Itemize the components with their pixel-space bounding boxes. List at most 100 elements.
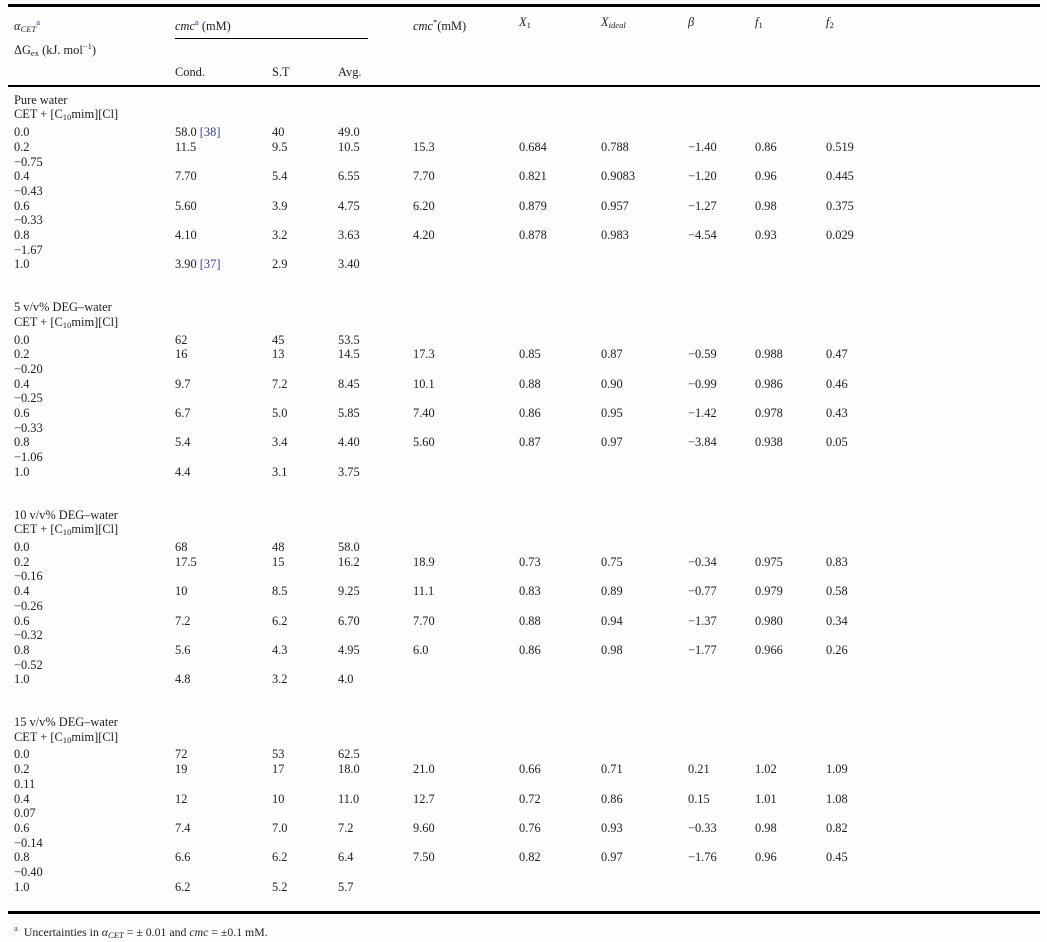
cell-f2: 1.08 <box>826 791 848 806</box>
cell-cond: 6.6 <box>175 850 191 865</box>
table-row: 0.2 19 17 18.0 21.0 0.66 0.71 0.21 1.02 1.09 0.11 <box>8 762 1040 791</box>
cell-spacer <box>928 762 1040 777</box>
col-header-alpha-cet: αCETa <box>14 17 41 34</box>
cell-x1: 0.83 <box>519 584 541 599</box>
cell-dg: −1.67 <box>14 242 43 257</box>
cell-alpha: 0.2 <box>14 762 30 777</box>
cell-f1 <box>755 880 826 895</box>
section-system: CET + [C10mim][Cl] <box>14 729 119 745</box>
cell-alpha: 0.2 <box>14 347 30 362</box>
cell-spacer <box>928 643 1040 658</box>
cell-x_ideal: 0.89 <box>601 584 623 599</box>
table-row: 0.6 5.60 3.9 4.75 6.20 0.879 0.957 −1.27 0.98 0.3… <box>8 199 1040 228</box>
system-subscript: 10 <box>62 112 72 123</box>
table-section: 15 v/v% DEG–water CET + [C10mim][Cl] 0.0 72… <box>8 715 1040 894</box>
cell-beta: −1.27 <box>688 198 717 213</box>
system-subscript: 10 <box>62 319 72 330</box>
cell-st: 5.4 <box>272 169 288 184</box>
cell-cmc_star: 9.60 <box>413 820 435 835</box>
cell-dg: −0.20 <box>14 361 43 376</box>
cell-avg: 9.25 <box>338 584 360 599</box>
cell-cmc_star: 7.70 <box>413 169 435 184</box>
cell-st: 13 <box>272 347 285 362</box>
cell-cmc_star: 7.70 <box>413 613 435 628</box>
citation-ref[interactable]: [37] <box>199 257 221 272</box>
cell-spacer <box>928 821 1040 836</box>
cell-dg: −0.26 <box>14 598 43 613</box>
table-row: 0.4 7.70 5.4 6.55 7.70 0.821 0.9083 −1.20 0.96 0.… <box>8 169 1040 198</box>
cell-x_ideal: 0.9083 <box>601 169 636 184</box>
cell-st: 8.5 <box>272 584 288 599</box>
cell-f2: 0.05 <box>826 435 848 450</box>
cell-cond: 5.6 <box>175 642 191 657</box>
footnote-marker[interactable]: a <box>14 922 18 933</box>
cell-dg: −0.40 <box>14 865 43 880</box>
cell-avg: 62.5 <box>338 747 360 762</box>
cell-cond: 68 <box>175 539 188 554</box>
cell-avg: 4.95 <box>338 642 360 657</box>
cell-dg: −1.06 <box>14 450 43 465</box>
footnote-marker-link[interactable]: a <box>194 17 199 27</box>
cell-st: 2.9 <box>272 257 288 272</box>
cell-st: 3.9 <box>272 198 288 213</box>
table-row: 1.0 3.90 [37] 2.9 3.40 <box>8 257 1040 272</box>
cell-x1: 0.73 <box>519 554 541 569</box>
cell-x1: 0.88 <box>519 376 541 391</box>
table-footnote: a Uncertainties in αCET = ± 0.01 and cmc … <box>14 922 268 940</box>
cell-x1: 0.88 <box>519 613 541 628</box>
cell-alpha: 0.0 <box>14 332 30 347</box>
table-row: 0.0 68 48 58.0 <box>8 540 1040 555</box>
cell-alpha: 1.0 <box>14 879 30 894</box>
cell-avg: 6.70 <box>338 613 360 628</box>
cell-spacer <box>928 555 1040 570</box>
cell-st: 10 <box>272 791 285 806</box>
cell-cond: 58.0 [38] <box>175 125 221 140</box>
section-title: 10 v/v% DEG–water <box>14 507 118 522</box>
cell-spacer <box>928 228 1040 243</box>
footnote-marker-link[interactable]: a <box>36 17 41 27</box>
cell-x_ideal: 0.957 <box>601 198 629 213</box>
cell-alpha: 0.4 <box>14 376 30 391</box>
cell-avg: 7.2 <box>338 820 354 835</box>
cell-x1: 0.879 <box>519 198 547 213</box>
table-row: 0.8 5.6 4.3 4.95 6.0 0.86 0.98 −1.77 0.966 0.26 −0… <box>8 643 1040 672</box>
cell-cmc_star: 15.3 <box>413 139 435 154</box>
cell-avg: 11.0 <box>338 791 360 806</box>
cell-spacer <box>928 140 1040 155</box>
cell-alpha: 0.4 <box>14 584 30 599</box>
cell-x_ideal: 0.93 <box>601 820 623 835</box>
cell-beta: 0.15 <box>688 791 710 806</box>
cell-beta: −1.42 <box>688 406 717 421</box>
cell-beta: −1.77 <box>688 642 717 657</box>
cell-cond: 7.4 <box>175 820 191 835</box>
cell-x_ideal <box>601 540 688 555</box>
section-system: CET + [C10mim][Cl] <box>14 522 119 538</box>
cell-cmc_star: 6.20 <box>413 198 435 213</box>
cell-beta: −0.99 <box>688 376 717 391</box>
col-header-beta: β <box>688 15 695 29</box>
cell-beta: −1.40 <box>688 139 717 154</box>
cell-f2: 0.519 <box>826 139 854 154</box>
cell-cond: 19 <box>175 762 188 777</box>
cell-spacer <box>928 792 1040 807</box>
cell-x1 <box>519 880 601 895</box>
cell-f1: 0.98 <box>755 198 777 213</box>
cell-avg: 4.40 <box>338 435 360 450</box>
cell-cmc_star <box>413 747 519 762</box>
cell-f2 <box>826 540 928 555</box>
cell-cond: 3.90 [37] <box>175 257 221 272</box>
citation-ref[interactable]: [38] <box>199 125 221 140</box>
cell-alpha: 1.0 <box>14 257 30 272</box>
cell-f2: 0.46 <box>826 376 848 391</box>
cell-dg: −0.43 <box>14 183 43 198</box>
cell-x1 <box>519 465 601 480</box>
cell-dg: −0.33 <box>14 420 43 435</box>
table-row: 0.8 4.10 3.2 3.63 4.20 0.878 0.983 −4.54 0.93 0.0… <box>8 228 1040 257</box>
cell-alpha: 0.0 <box>14 539 30 554</box>
cell-cond: 7.70 <box>175 169 197 184</box>
cell-f1: 0.975 <box>755 554 783 569</box>
cell-x_ideal: 0.90 <box>601 376 623 391</box>
cell-cmc_star <box>413 880 519 895</box>
cell-alpha: 0.2 <box>14 554 30 569</box>
cell-cmc_star: 7.50 <box>413 850 435 865</box>
